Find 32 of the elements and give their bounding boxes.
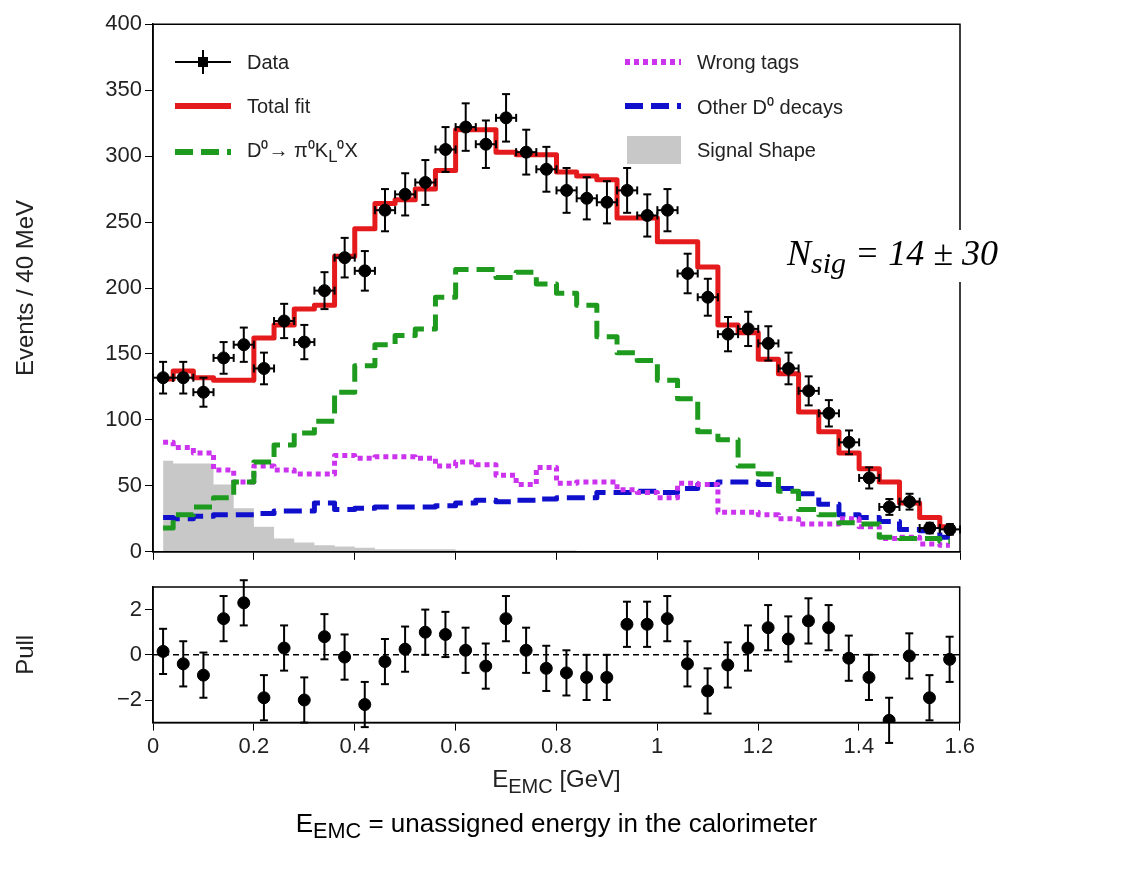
legend-label: Other D⁰ decays — [697, 94, 843, 120]
y-tick-label: 0 — [129, 537, 142, 563]
x-tick-label: 0.6 — [440, 732, 471, 758]
x-tick-label: 1 — [651, 732, 664, 758]
y-axis-title: Pull — [11, 634, 39, 675]
y-tick-label: 2 — [129, 595, 142, 621]
text: E$_{EMC}$ = unassigned energy in the calorimeter — [294, 807, 819, 844]
y-tick-label: 250 — [105, 208, 142, 234]
y-tick-label: −2 — [116, 686, 142, 712]
y-tick-label: 50 — [117, 471, 142, 497]
y-tick-label: 200 — [105, 274, 142, 300]
y-tick-label: 400 — [105, 10, 142, 36]
legend-label: Wrong tags — [697, 50, 799, 74]
y-tick-label: 350 — [105, 76, 142, 102]
x-tick-label: 0.8 — [541, 732, 572, 758]
x-tick-label: 0.4 — [339, 732, 370, 758]
legend-label: Total fit — [247, 94, 311, 118]
x-axis-title: E$_{EMC}$ [GeV] — [491, 765, 622, 798]
x-tick-label: 1.4 — [843, 732, 875, 758]
y-axis-title: Events / 40 MeV — [11, 199, 39, 377]
y-tick-label: 300 — [105, 142, 142, 168]
x-tick-label: 1.2 — [742, 732, 774, 758]
y-tick-label: 0 — [129, 640, 142, 666]
legend-label: Data — [247, 50, 290, 74]
legend-label: D⁰→ π⁰K$_{L}$⁰X — [247, 138, 358, 167]
legend-label: Signal Shape — [697, 138, 816, 162]
x-tick-label: 1.6 — [944, 732, 976, 758]
y-tick-label: 100 — [105, 405, 142, 431]
x-tick-label: 0 — [146, 732, 160, 758]
y-tick-label: 150 — [105, 340, 142, 366]
annotation: N$_{sig}$ = 14 ± 30 — [783, 230, 1003, 283]
x-tick-label: 0.2 — [238, 732, 270, 758]
